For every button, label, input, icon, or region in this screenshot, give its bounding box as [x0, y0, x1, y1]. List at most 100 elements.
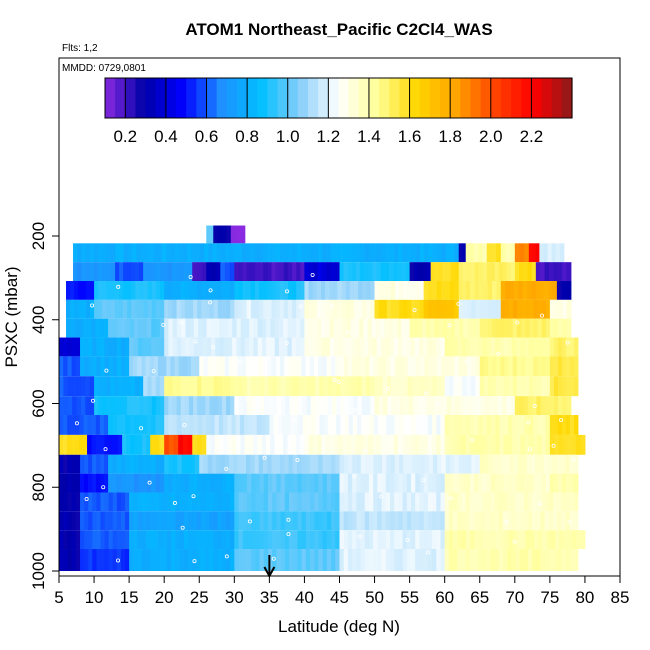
heatmap-cell	[199, 454, 204, 474]
x-axis-label: Latitude (deg N)	[278, 617, 400, 636]
sample-dot	[292, 418, 297, 423]
heatmap-cell	[445, 454, 451, 474]
heatmap-cell	[359, 337, 365, 357]
heatmap-cell	[571, 434, 577, 455]
heatmap-cell	[129, 530, 134, 550]
heatmap-cell	[490, 434, 496, 455]
sample-dot	[379, 494, 384, 499]
colorbar-tick-label: 0.8	[235, 127, 259, 146]
heatmap-cell	[175, 262, 181, 282]
colorbar-tick-label: 0.2	[113, 127, 137, 146]
heatmap-cell	[89, 396, 95, 416]
heatmap-cell	[569, 511, 575, 531]
colorbar-segment	[318, 78, 329, 118]
heatmap-cell	[102, 299, 107, 319]
heatmap-cell	[445, 299, 451, 319]
heatmap-cell	[225, 530, 231, 550]
heatmap-cell	[541, 356, 547, 377]
heatmap-cell	[90, 281, 95, 300]
heatmap-cell	[478, 281, 484, 300]
heatmap-cell	[437, 243, 442, 263]
sample-dot	[284, 289, 289, 294]
heatmap-cell	[521, 356, 526, 377]
heatmap-cell	[403, 454, 408, 474]
heatmap-cell	[147, 281, 153, 300]
heatmap-cell	[389, 492, 395, 512]
heatmap-cell	[402, 549, 408, 571]
heatmap-cell	[226, 473, 231, 493]
heatmap-cell	[254, 454, 260, 474]
heatmap-cell	[280, 356, 285, 377]
heatmap-cell	[475, 454, 481, 474]
heatmap-cell	[494, 549, 500, 571]
heatmap-cell	[488, 356, 493, 377]
heatmap-cell	[407, 454, 413, 474]
heatmap-cell	[532, 492, 537, 512]
colorbar-segment	[176, 78, 187, 118]
heatmap-cell	[137, 511, 143, 531]
heatmap-cell	[306, 376, 312, 397]
heatmap-cell	[474, 281, 480, 300]
heatmap-cell	[490, 473, 496, 493]
heatmap-cell	[96, 454, 101, 474]
heatmap-cell	[409, 318, 415, 338]
heatmap-cell	[374, 299, 380, 319]
sample-dot	[182, 423, 187, 428]
heatmap-cell	[63, 415, 68, 435]
heatmap-cell	[275, 243, 281, 263]
heatmap-cell	[242, 299, 248, 319]
heatmap-cell	[75, 511, 81, 531]
heatmap-cell	[147, 396, 153, 416]
heatmap-cell	[470, 530, 475, 550]
colorbar-segment	[480, 78, 492, 118]
heatmap-cell	[389, 262, 394, 282]
heatmap-cell	[227, 337, 233, 357]
heatmap-cell	[548, 281, 554, 300]
heatmap-cell	[81, 262, 87, 282]
heatmap-cell	[449, 281, 455, 300]
heatmap-cell	[67, 549, 73, 571]
heatmap-cell	[143, 376, 148, 397]
heatmap-cell	[385, 434, 390, 455]
heatmap-cell	[519, 549, 525, 571]
heatmap-cell	[529, 356, 534, 377]
heatmap-cell	[203, 356, 209, 377]
heatmap-cell	[121, 473, 126, 493]
heatmap-cell	[206, 434, 212, 455]
heatmap-cell	[314, 473, 319, 493]
heatmap-cell	[267, 262, 272, 282]
heatmap-cell	[368, 492, 374, 512]
heatmap-cell	[358, 281, 363, 300]
heatmap-cell	[96, 337, 101, 357]
heatmap-cell	[112, 530, 118, 550]
heatmap-cell	[434, 318, 439, 338]
heatmap-cell	[181, 318, 186, 338]
heatmap-cell	[411, 299, 416, 319]
heatmap-cell	[159, 454, 165, 474]
heatmap-cell	[250, 262, 256, 282]
heatmap-cell	[221, 530, 227, 550]
colorbar-segment	[236, 78, 248, 118]
heatmap-cell	[263, 511, 269, 531]
heatmap-cell	[292, 243, 298, 263]
heatmap-cell	[432, 281, 438, 300]
heatmap-cell	[368, 243, 374, 263]
heatmap-cell	[385, 530, 391, 550]
heatmap-cell	[108, 473, 113, 493]
heatmap-cell	[454, 356, 459, 377]
heatmap-cell	[276, 511, 282, 531]
heatmap-cell	[104, 530, 110, 550]
heatmap-cell	[454, 262, 460, 282]
heatmap-cell	[432, 299, 438, 319]
heatmap-cell	[386, 356, 391, 377]
heatmap-cell	[193, 281, 198, 300]
heatmap-cell	[565, 376, 571, 397]
heatmap-cell	[363, 337, 369, 357]
heatmap-cell	[407, 299, 412, 319]
heatmap-cell	[191, 243, 197, 263]
heatmap-cell	[469, 511, 475, 531]
heatmap-cell	[359, 318, 364, 338]
heatmap-cell	[342, 434, 348, 455]
heatmap-cell	[213, 225, 219, 244]
heatmap-cell	[326, 549, 332, 571]
